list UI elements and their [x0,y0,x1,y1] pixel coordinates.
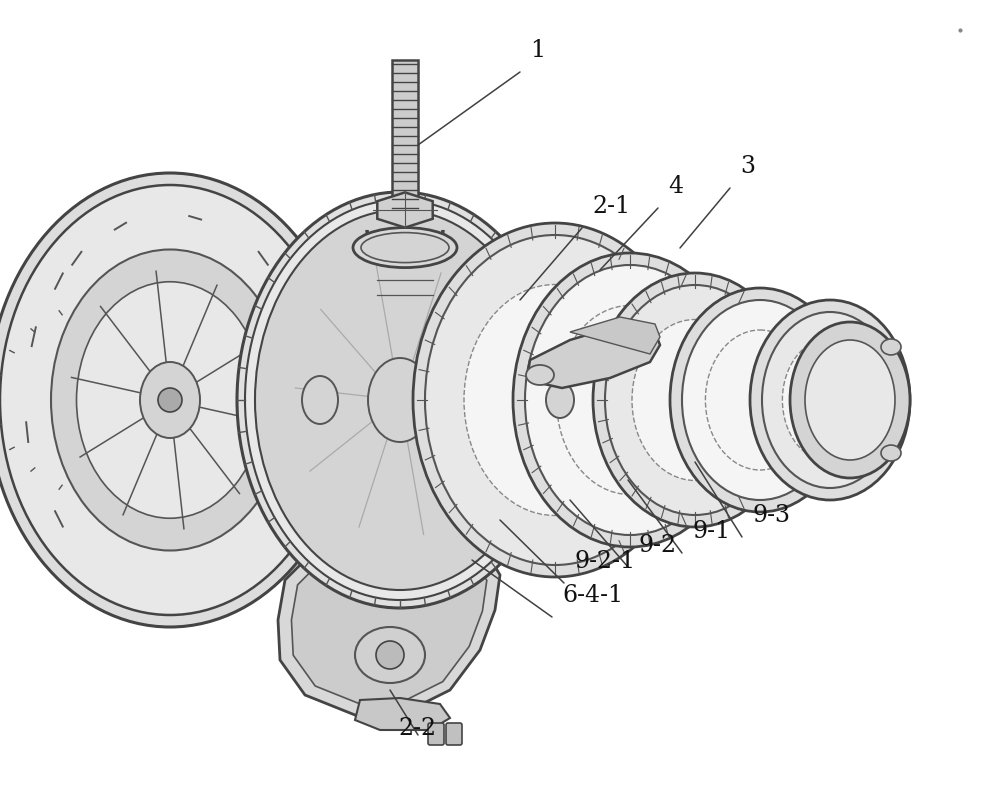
Ellipse shape [750,300,910,500]
Text: 2-1: 2-1 [592,195,630,218]
Ellipse shape [0,173,352,627]
Circle shape [158,388,182,412]
Ellipse shape [605,285,785,515]
Bar [392,60,418,220]
Ellipse shape [526,365,554,385]
Polygon shape [355,698,450,730]
Ellipse shape [237,192,563,608]
Ellipse shape [302,376,338,424]
Ellipse shape [51,250,289,550]
Ellipse shape [361,233,449,263]
Ellipse shape [245,200,555,600]
Ellipse shape [464,285,646,516]
Ellipse shape [76,282,264,518]
Ellipse shape [881,445,901,461]
Text: 9-3: 9-3 [752,504,790,527]
Polygon shape [528,325,660,388]
Ellipse shape [881,339,901,355]
Polygon shape [291,551,487,704]
Text: 9-1: 9-1 [692,520,730,543]
Ellipse shape [368,358,432,442]
FancyBboxPatch shape [446,723,462,745]
Polygon shape [377,193,433,227]
Ellipse shape [353,227,457,268]
Polygon shape [278,542,500,715]
Text: 1: 1 [530,39,545,62]
FancyBboxPatch shape [367,230,443,260]
Ellipse shape [525,265,735,535]
Ellipse shape [355,627,425,683]
Polygon shape [370,502,420,548]
Text: 9-2-1: 9-2-1 [574,550,635,573]
Ellipse shape [556,305,704,495]
Circle shape [376,641,404,669]
Polygon shape [570,317,660,354]
FancyBboxPatch shape [428,723,444,745]
Text: 2-2: 2-2 [399,717,437,740]
Ellipse shape [0,185,340,615]
Ellipse shape [546,382,574,418]
Ellipse shape [413,223,697,577]
Ellipse shape [705,330,815,470]
Ellipse shape [682,300,838,500]
Text: 9-2: 9-2 [638,534,676,557]
Text: 3: 3 [740,155,755,178]
Text: 6-4-1: 6-4-1 [562,584,623,607]
Ellipse shape [782,339,878,462]
Ellipse shape [255,210,545,590]
Ellipse shape [593,273,797,527]
Ellipse shape [140,362,200,438]
Ellipse shape [805,340,895,460]
Text: 4: 4 [668,175,683,198]
Ellipse shape [670,288,850,512]
Ellipse shape [762,312,898,488]
Ellipse shape [790,322,910,478]
Ellipse shape [425,235,685,565]
Ellipse shape [632,319,758,480]
Ellipse shape [513,253,747,547]
